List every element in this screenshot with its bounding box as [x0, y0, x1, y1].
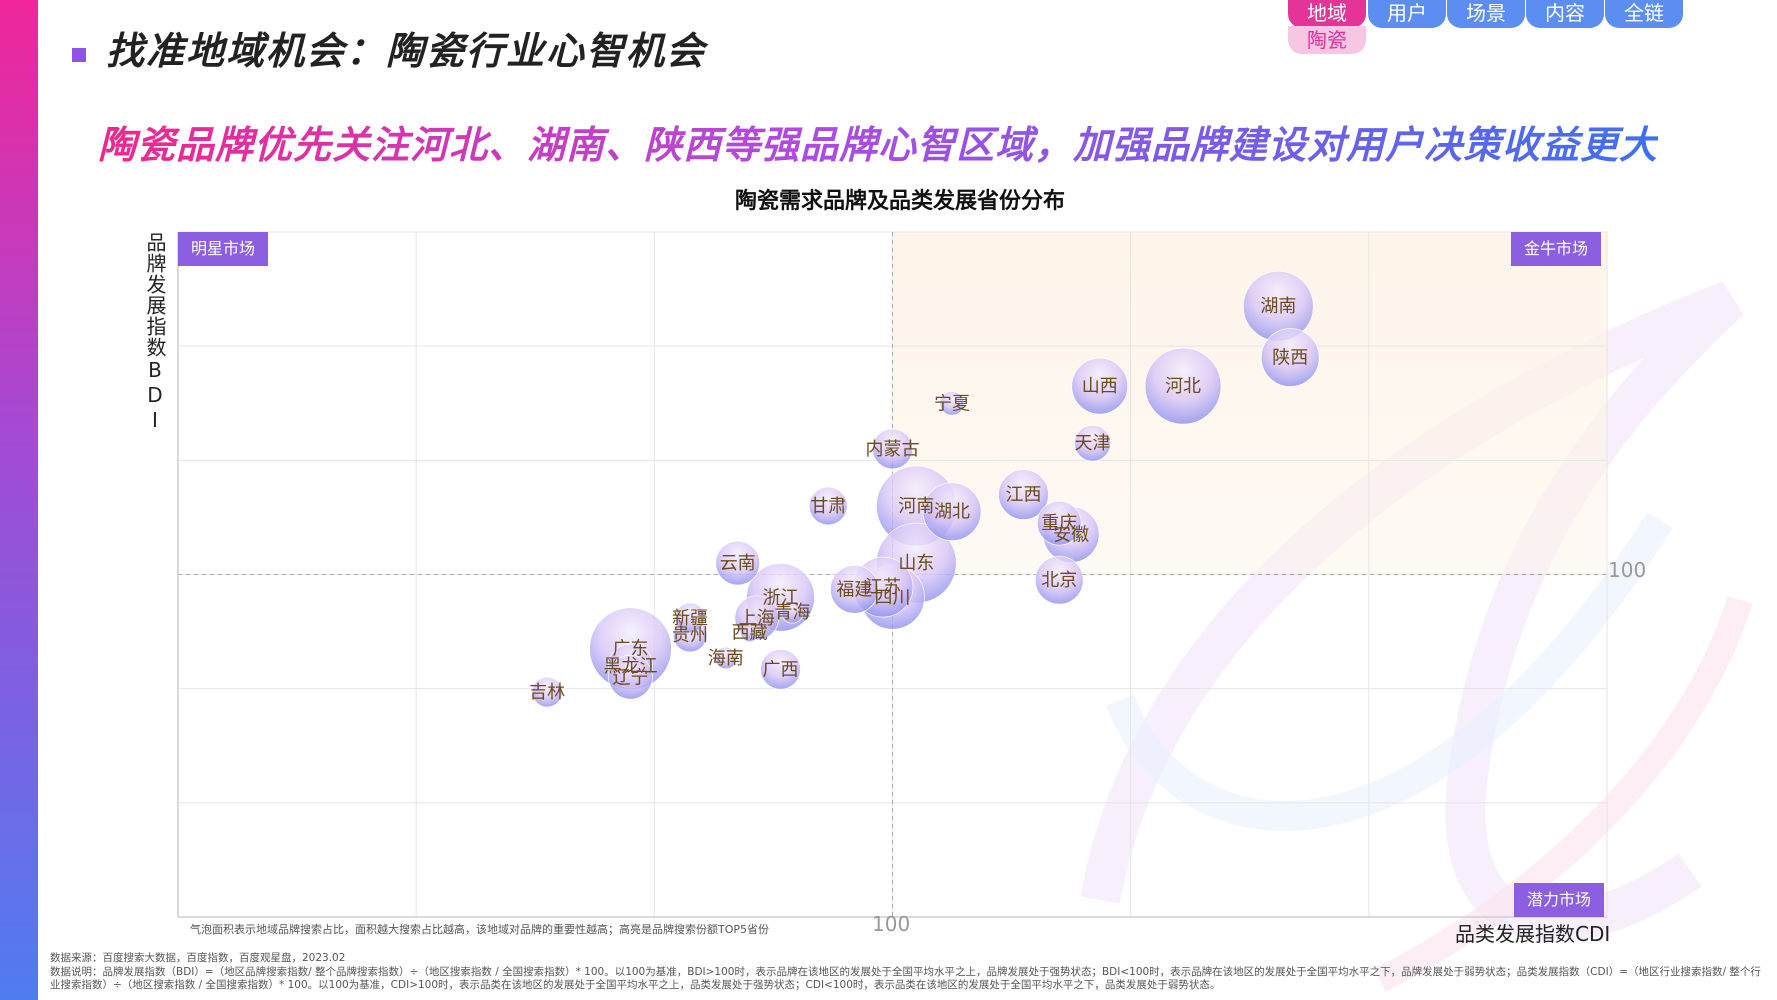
- y-axis-label: 品牌发展指数BDI: [143, 232, 167, 433]
- bubble: [808, 486, 848, 526]
- bubble: [1074, 424, 1111, 462]
- quadrant-label-cash-cow: 金牛市场: [1511, 232, 1602, 266]
- bubble-label: 湖南: [1260, 296, 1296, 317]
- reference-y-value: 100: [1608, 558, 1647, 582]
- bubble: [998, 469, 1049, 520]
- bubble-label: 浙江: [763, 587, 799, 608]
- gold-quadrant-shade: [892, 232, 1607, 575]
- bubble-label: 安徽: [1053, 525, 1089, 546]
- footer-notes: 数据来源：百度搜索大数据，百度指数，百度观星盘，2023.02 数据说明：品牌发…: [50, 952, 1770, 993]
- bubble-label: 广西: [763, 659, 799, 680]
- bubble-label: 上海: [739, 608, 775, 629]
- reference-x-value: 100: [872, 912, 911, 936]
- page-title: 找准地域机会：陶瓷行业心智机会: [106, 29, 707, 73]
- quadrant-label-star: 明星市场: [178, 232, 269, 266]
- side-accent-bar: [0, 0, 38, 1000]
- bubble-label: 湖北: [934, 502, 970, 523]
- bubble: [714, 646, 738, 670]
- bubble-label: 西藏: [732, 623, 768, 644]
- bubble: [922, 482, 982, 542]
- bubble: [872, 428, 913, 470]
- bubble-label: 海南: [708, 648, 744, 669]
- background-swoosh: [1080, 281, 1753, 992]
- bubble: [1260, 328, 1320, 387]
- bubble-label: 江苏: [865, 577, 901, 598]
- bubble-label: 山西: [1082, 376, 1118, 397]
- bubble: [939, 390, 965, 416]
- bubble: [1144, 347, 1222, 425]
- title-bullet: [72, 48, 86, 62]
- bubble-label: 甘肃: [810, 496, 846, 517]
- bubble: [760, 648, 801, 690]
- bubble-label: 青海: [774, 602, 810, 623]
- bubble-label: 山东: [898, 553, 934, 574]
- footer-source: 数据来源：百度搜索大数据，百度指数，百度观星盘，2023.02: [50, 952, 346, 964]
- bubble-label: 辽宁: [613, 667, 649, 688]
- bubble: [1034, 555, 1084, 605]
- chart-title: 陶瓷需求品牌及品类发展省份分布: [0, 183, 1777, 215]
- bubble-label: 黑龙江: [604, 656, 658, 677]
- nav-tab-content[interactable]: 内容: [1526, 0, 1604, 28]
- bubble-label: 云南: [720, 553, 756, 574]
- chart-axes: [177, 232, 1607, 918]
- quadrant-label-potential: 潜力市场: [1514, 883, 1605, 917]
- bubble-label: 北京: [1041, 570, 1077, 591]
- bubble-label: 福建: [836, 579, 872, 600]
- bubble: [674, 602, 706, 634]
- bubble-label: 四川: [875, 587, 911, 608]
- bubble: [1071, 357, 1129, 415]
- bubble-label: 贵州: [672, 625, 708, 646]
- bubble-size-note: 气泡面积表示地域品牌搜索占比，面积越大搜索占比越高，该地域对品牌的重要性越高；高…: [190, 923, 770, 936]
- bubble-label: 广东: [613, 639, 649, 660]
- nav-tab-full-chain[interactable]: 全链: [1605, 0, 1683, 28]
- chart-title-text: 陶瓷需求品牌及品类发展省份分布: [734, 189, 1065, 214]
- bubble-label: 重庆: [1041, 513, 1077, 534]
- x-axis-label: 品类发展指数CDI: [1455, 922, 1611, 946]
- bubble-label: 天津: [1075, 433, 1111, 454]
- footer-definition: 数据说明：品牌发展指数（BDI）=（地区品牌搜索指数/ 整个品牌搜索指数）÷（地…: [50, 965, 1761, 992]
- bubble-label: 宁夏: [934, 393, 970, 414]
- bubble-label: 陕西: [1272, 348, 1308, 369]
- bubble: [829, 564, 879, 614]
- nav-tab-scene[interactable]: 场景: [1447, 0, 1525, 28]
- bubble: [1036, 500, 1082, 546]
- bubble-label: 河北: [1165, 376, 1201, 397]
- nav-tab-region[interactable]: 地域: [1288, 0, 1366, 28]
- bubble-label: 内蒙古: [866, 439, 920, 460]
- bubble-label: 新疆: [672, 608, 708, 629]
- headline: 陶瓷品牌优先关注河北、湖南、陕西等强品牌心智区域，加强品牌建设对用户决策收益更大: [98, 114, 1658, 169]
- nav-subtab-ceramics[interactable]: 陶瓷: [1288, 26, 1366, 54]
- nav-tab-user[interactable]: 用户: [1368, 0, 1446, 28]
- bubble: [715, 540, 761, 586]
- bubble-label: 吉林: [529, 682, 565, 703]
- bubble-label: 江西: [1005, 485, 1041, 506]
- bubble: [608, 654, 653, 700]
- bubble: [781, 600, 804, 624]
- bubble: [740, 623, 759, 643]
- bubble: [531, 676, 563, 708]
- bubble-label: 河南: [898, 496, 934, 517]
